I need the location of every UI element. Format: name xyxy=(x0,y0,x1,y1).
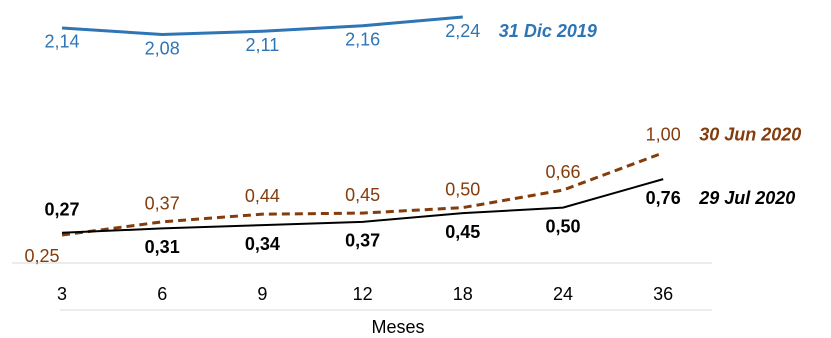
data-label: 0,25 xyxy=(24,246,59,266)
data-label: 0,31 xyxy=(145,237,180,257)
data-label: 0,50 xyxy=(445,179,480,199)
data-label: 0,50 xyxy=(545,216,580,236)
data-label: 0,45 xyxy=(445,222,480,242)
data-label: 1,00 xyxy=(646,125,681,145)
data-label: 0,34 xyxy=(245,234,280,254)
data-label: 2,14 xyxy=(44,32,79,52)
data-label: 0,44 xyxy=(245,186,280,206)
data-label: 0,76 xyxy=(646,188,681,208)
series-name: 29 Jul 2020 xyxy=(698,188,795,208)
data-label: 0,37 xyxy=(345,231,380,251)
x-tick-label: 3 xyxy=(57,284,67,304)
data-label: 2,24 xyxy=(445,21,480,41)
x-tick-label: 12 xyxy=(353,284,373,304)
data-label: 0,66 xyxy=(545,162,580,182)
series-name: 30 Jun 2020 xyxy=(699,125,801,145)
x-tick-label: 9 xyxy=(257,284,267,304)
data-label: 0,45 xyxy=(345,185,380,205)
series-line xyxy=(61,151,664,237)
x-tick-label: 24 xyxy=(553,284,573,304)
data-label: 2,08 xyxy=(145,38,180,58)
x-tick-label: 36 xyxy=(653,284,673,304)
data-label: 0,37 xyxy=(145,194,180,214)
x-tick-label: 18 xyxy=(453,284,473,304)
series-name: 31 Dic 2019 xyxy=(499,21,597,41)
data-label: 2,11 xyxy=(246,35,280,55)
series-line xyxy=(61,178,664,234)
data-label: 0,27 xyxy=(44,200,79,220)
series-line xyxy=(61,15,463,37)
data-label: 2,16 xyxy=(345,30,380,50)
x-axis-title: Meses xyxy=(371,317,424,337)
x-tick-label: 6 xyxy=(157,284,167,304)
